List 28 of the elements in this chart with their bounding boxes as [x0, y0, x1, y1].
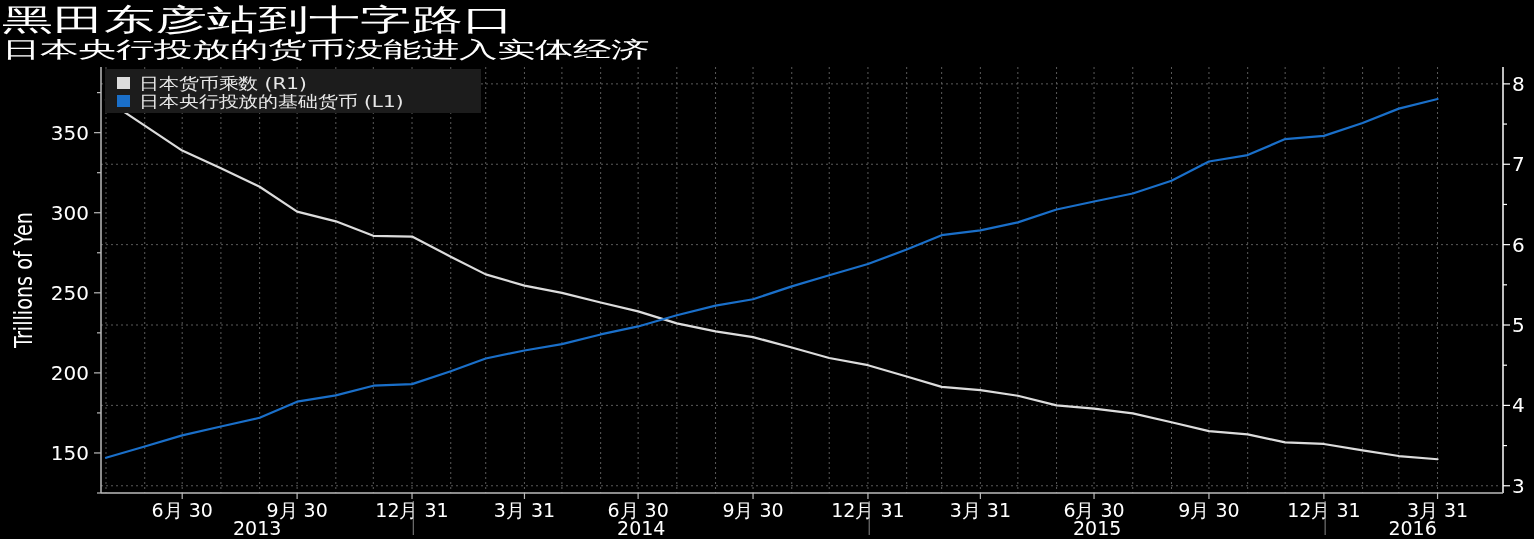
y-tick-label: 150: [50, 440, 89, 465]
y-tick-label: 200: [50, 360, 89, 385]
y-axis-title: Trillions of Yen: [9, 212, 38, 349]
x-tick-label: 9月 30: [722, 499, 784, 521]
chart-title: 黑田东彦站到十字路口: [2, 2, 514, 38]
x-tick-label: 12月 31: [1287, 499, 1361, 521]
y-tick-label: 250: [50, 280, 89, 305]
x-tick-label: 3月 31: [949, 499, 1012, 521]
y2-tick-label: 7: [1512, 152, 1525, 177]
x-tick-label: 6月 30: [1063, 499, 1125, 521]
x-tick-label: 3月 31: [1406, 499, 1469, 521]
x-tick-label: 6月 30: [607, 499, 669, 521]
y2-tick-label: 4: [1512, 393, 1525, 418]
legend-label: 日本央行投放的基础货币 (L1): [139, 91, 404, 111]
x-tick-label: 6月 30: [151, 499, 213, 521]
x-tick-label: 12月 31: [831, 499, 905, 521]
y2-tick-label: 8: [1512, 71, 1525, 96]
x-tick-label: 9月 30: [266, 499, 328, 521]
chart-subtitle: 日本央行投放的货币没能进入实体经济: [2, 36, 650, 62]
y-tick-label: 350: [50, 120, 89, 145]
legend-label: 日本货币乘数 (R1): [139, 73, 307, 93]
x-tick-label: 12月 31: [375, 499, 449, 521]
x-tick-label: 3月 31: [493, 499, 556, 521]
y2-tick-label: 3: [1512, 473, 1525, 498]
y-tick-label: 300: [50, 200, 89, 225]
y2-tick-label: 5: [1512, 313, 1525, 338]
x-tick-label: 9月 30: [1178, 499, 1240, 521]
y2-tick-label: 6: [1512, 232, 1525, 257]
